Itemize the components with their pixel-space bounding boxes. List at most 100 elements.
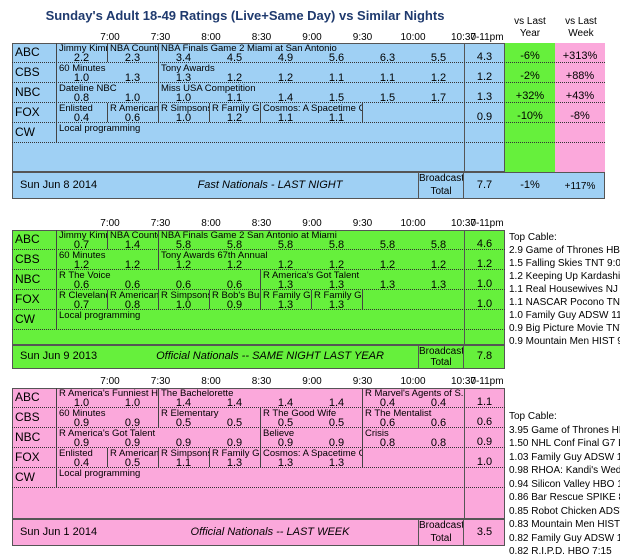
total: 1.1: [476, 396, 493, 408]
total: 1.0: [476, 456, 493, 468]
rating: 5.8: [175, 239, 192, 251]
row-line: [12, 142, 605, 143]
rating: 0.9: [73, 437, 90, 449]
cable-item: 1.5 Falling Skies TNT 9:00 S: [509, 258, 620, 269]
rating: 1.1: [226, 92, 243, 104]
broadcast-label: Broadcast Total: [418, 345, 464, 369]
show: R America's Got Talent: [56, 428, 260, 447]
rating: 1.1: [328, 72, 345, 84]
time-header: 10:30: [450, 376, 477, 387]
footer-label: Official Nationals -- SAME NIGHT LAST YE…: [156, 350, 384, 362]
network: FOX: [15, 450, 40, 464]
rating: 1.3: [430, 279, 447, 291]
rating: 0.9: [124, 437, 141, 449]
row-line: [12, 269, 505, 270]
rating: 0.9: [175, 437, 192, 449]
row-line: [12, 249, 505, 250]
rating: 1.3: [277, 457, 294, 469]
rating: 1.4: [124, 239, 141, 251]
rating: 0.4: [379, 397, 396, 409]
rating: 5.8: [430, 239, 447, 251]
show: Cosmos: A Spacetime Oc: [260, 103, 362, 122]
network: NBC: [15, 272, 41, 286]
rating: 1.2: [226, 112, 243, 124]
rating: 6.3: [379, 52, 396, 64]
show: Tony Awards: [158, 63, 464, 82]
rating: 0.6: [124, 112, 141, 124]
time-header: 7:00: [100, 32, 120, 43]
time-header: 8:00: [201, 218, 221, 229]
time-header: 10:30: [450, 218, 477, 229]
show: R America's Funniest Ho: [56, 388, 158, 407]
total: 0.6: [476, 416, 493, 428]
vs-year: +32%: [515, 90, 545, 102]
time-header: 7:00: [100, 218, 120, 229]
cable-title: Top Cable:: [509, 411, 557, 422]
cable-item: 0.83 Mountain Men HIST 9:0: [509, 519, 620, 530]
rating: 1.0: [175, 112, 192, 124]
cable-item: 1.50 NHL Conf Final G7 LA-: [509, 438, 620, 449]
network: FOX: [15, 292, 40, 306]
show: R Cleveland: [56, 290, 107, 309]
footer-label: Fast Nationals - LAST NIGHT: [197, 178, 343, 191]
rating: 0.8: [73, 92, 90, 104]
cable-item: 1.1 NASCAR Pocono TNT 1: [509, 297, 620, 308]
row-line: [12, 427, 505, 428]
col-header: vs Last Year: [514, 16, 546, 39]
col-header: vs Last Week: [565, 16, 597, 39]
show: R Simpsons: [158, 448, 209, 467]
rating: 2.3: [124, 52, 141, 64]
row-line: [12, 62, 605, 63]
show: R American: [107, 103, 158, 122]
show-end: [362, 448, 363, 467]
rating: 2.2: [73, 52, 90, 64]
show: R America's Got Talent: [260, 270, 464, 289]
rating: 0.9: [226, 437, 243, 449]
rating: 0.5: [124, 457, 141, 469]
rating: 1.4: [277, 92, 294, 104]
time-header: 7:00: [100, 376, 120, 387]
panel-bg: [12, 388, 505, 519]
rating: 1.4: [226, 397, 243, 409]
rating: 1.2: [430, 259, 447, 271]
time-header: 7-11pm: [470, 376, 504, 387]
network: CW: [15, 312, 35, 326]
time-header: 10:00: [400, 32, 426, 43]
rating: 1.0: [73, 397, 90, 409]
rating: 1.2: [328, 259, 345, 271]
cable-item: 2.9 Game of Thrones HBO 9: [509, 245, 620, 256]
cable-item: 0.82 Family Guy ADSW 10:3: [509, 532, 620, 544]
time-header: 7-11pm: [470, 218, 504, 229]
rating: 1.2: [277, 72, 294, 84]
show: Enlisted: [56, 103, 107, 122]
time-header: 9:30: [352, 32, 373, 43]
cable-item: 1.0 Family Guy ADSW 11:30: [509, 310, 620, 321]
cable-item: 0.86 Bar Rescue SPIKE 8:00: [509, 492, 620, 503]
show: R Family Gu: [260, 290, 311, 309]
time-header: 9:30: [352, 218, 373, 229]
show: R Simpsons: [158, 103, 209, 122]
rating: 0.4: [73, 112, 90, 124]
rating: 1.0: [175, 299, 192, 311]
total: 1.0: [476, 298, 493, 310]
show: R The Voice: [56, 270, 260, 289]
rating: 0.9: [328, 437, 345, 449]
rating: 0.6: [430, 417, 447, 429]
rating: 1.7: [430, 92, 447, 104]
show: Local programming: [56, 468, 464, 487]
rating: 1.1: [277, 112, 294, 124]
footer-bar: [12, 172, 605, 199]
total: 1.2: [476, 258, 493, 270]
rating: 5.8: [226, 239, 243, 251]
rating: 0.9: [277, 437, 294, 449]
cable-item: 0.98 RHOA: Kandi's Weddin: [509, 465, 620, 476]
network: CW: [15, 125, 35, 139]
rating: 1.0: [73, 72, 90, 84]
rating: 1.2: [73, 259, 90, 271]
cable-item: 0.85 Robot Chicken ADSW 1: [509, 505, 620, 517]
time-header: 10:30: [450, 32, 477, 43]
rating: 0.9: [124, 417, 141, 429]
time-header: 7:30: [150, 218, 171, 229]
rating: 4.9: [277, 52, 294, 64]
cable-item: 1.03 Family Guy ADSW 11:0: [509, 451, 620, 463]
